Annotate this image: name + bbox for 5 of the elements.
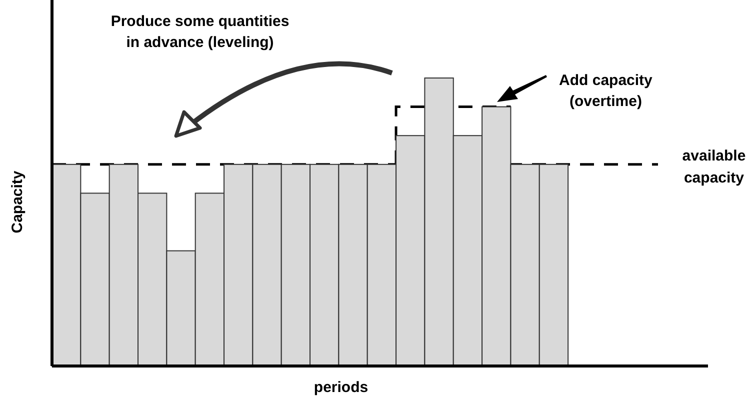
text: Produce some quantities in advance (leveling) [110, 13, 290, 51]
legend-label: Add capacity (overtime) [559, 72, 654, 110]
y-axis-title: Capacity [9, 170, 26, 234]
x-axis-title: periods [314, 379, 368, 396]
ref-line-label: available capacity [682, 147, 746, 186]
